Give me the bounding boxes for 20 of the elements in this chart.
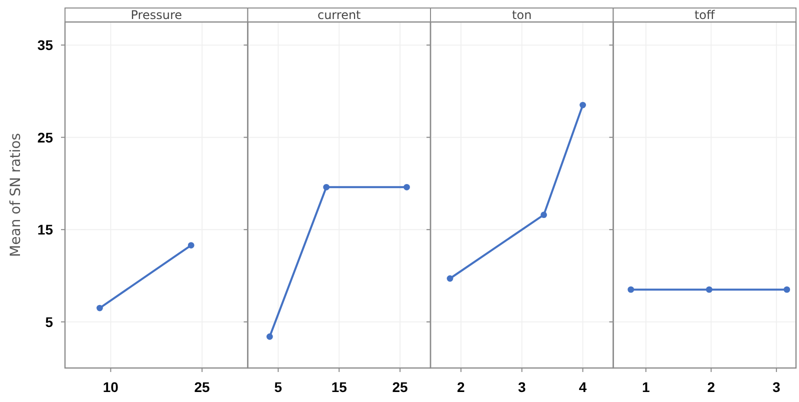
x-tick-label: 2	[457, 379, 466, 395]
x-tick-label: 25	[194, 379, 210, 395]
chart-title: toff	[694, 8, 716, 22]
x-tick-label: 5	[274, 379, 282, 395]
y-tick-label: 35	[37, 37, 54, 54]
y-axis-title: Mean of SN ratios	[8, 133, 24, 257]
chart-title: current	[317, 8, 362, 22]
y-tick-label: 25	[37, 129, 54, 146]
x-tick-label: 3	[518, 379, 526, 395]
x-tick-label: 1	[642, 379, 650, 395]
x-tick-label: 2	[707, 379, 716, 395]
chart-title: Pressure	[130, 8, 182, 22]
y-tick-label: 5	[45, 314, 54, 330]
x-tick-label: 4	[578, 379, 587, 395]
x-tick-label: 10	[102, 379, 119, 395]
x-tick-label: 15	[331, 379, 348, 395]
x-tick-label: 3	[772, 379, 781, 395]
y-tick-label: 15	[37, 222, 54, 238]
chart-title: ton	[512, 8, 532, 22]
x-tick-label: 25	[392, 379, 408, 395]
